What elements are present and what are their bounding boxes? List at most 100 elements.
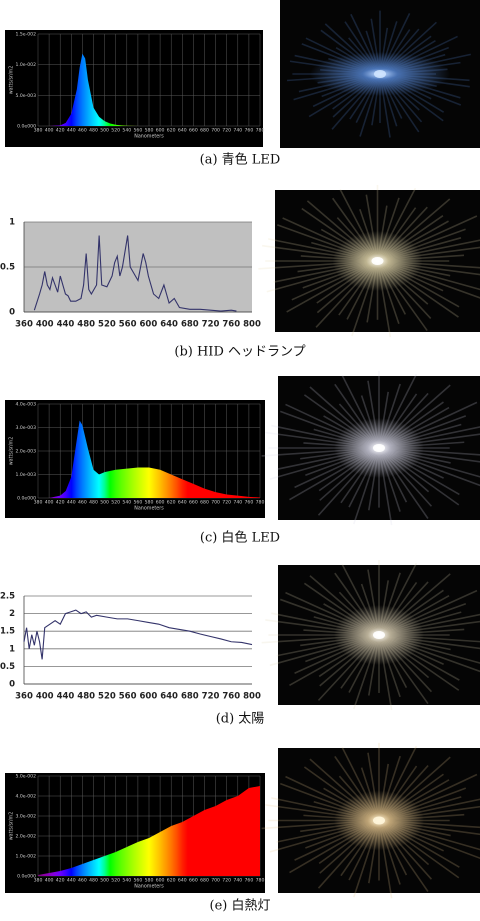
x-tick-label: 700 <box>211 878 220 884</box>
x-tick-label: 680 <box>200 128 209 134</box>
x-tick-label: 740 <box>233 128 242 134</box>
y-tick-label: 2.0e-003 <box>15 449 36 455</box>
x-tick-label: 600 <box>139 692 157 702</box>
x-axis-label: Nanometers <box>134 884 164 890</box>
chart: 0.0e0001.0e-0022.0e-0023.0e-0024.0e-0025… <box>5 773 265 893</box>
x-axis-label: Nanometers <box>134 134 164 140</box>
x-tick-label: 780 <box>256 878 265 884</box>
x-tick-label: 380 <box>34 500 43 506</box>
x-tick-label: 380 <box>34 128 43 134</box>
y-tick-label: 1.0e-002 <box>15 62 36 68</box>
x-tick-label: 600 <box>156 500 165 506</box>
x-tick-label: 520 <box>111 878 120 884</box>
x-tick-label: 560 <box>119 320 137 330</box>
x-tick-label: 480 <box>77 692 95 702</box>
x-tick-label: 680 <box>200 500 209 506</box>
x-tick-label: 420 <box>56 500 65 506</box>
y-axis-label: watts/sr/m2 <box>9 66 15 95</box>
light-core <box>373 444 385 452</box>
x-tick-label: 600 <box>156 128 165 134</box>
x-tick-label: 740 <box>233 878 242 884</box>
x-tick-label: 480 <box>89 128 98 134</box>
x-tick-label: 540 <box>122 500 131 506</box>
photo <box>262 371 480 525</box>
light-core <box>372 257 384 265</box>
chart: 00.5136040044048052056060064068072076080… <box>0 218 261 330</box>
x-tick-label: 440 <box>67 128 76 134</box>
x-tick-label: 400 <box>45 878 54 884</box>
x-tick-label: 720 <box>222 878 231 884</box>
y-tick-label: 0.5 <box>0 263 15 273</box>
x-tick-label: 440 <box>57 320 75 330</box>
y-tick-label: 1.0e-003 <box>15 472 36 478</box>
x-tick-label: 460 <box>78 128 87 134</box>
figure: 0.0e0005.0e-0031.0e-0021.5e-002380400420… <box>0 0 480 921</box>
x-tick-label: 760 <box>245 128 254 134</box>
x-tick-label: 760 <box>222 692 240 702</box>
x-tick-label: 640 <box>178 878 187 884</box>
x-tick-label: 740 <box>233 500 242 506</box>
x-tick-label: 540 <box>122 128 131 134</box>
x-tick-label: 400 <box>45 128 54 134</box>
y-axis-label: watts/sr/m2 <box>9 812 15 841</box>
light-core <box>374 70 386 78</box>
plot-area <box>24 596 252 684</box>
x-tick-label: 560 <box>134 878 143 884</box>
x-tick-label: 580 <box>145 128 154 134</box>
x-tick-label: 700 <box>211 128 220 134</box>
y-tick-label: 2.0e-002 <box>15 834 36 840</box>
y-tick-label: 3.0e-002 <box>15 814 36 820</box>
x-tick-label: 540 <box>122 878 131 884</box>
x-tick-label: 520 <box>111 500 120 506</box>
x-tick-label: 720 <box>222 500 231 506</box>
x-tick-label: 700 <box>211 500 220 506</box>
x-tick-label: 500 <box>100 500 109 506</box>
light-core <box>373 631 385 639</box>
x-tick-label: 680 <box>181 692 199 702</box>
x-tick-label: 520 <box>98 320 116 330</box>
x-tick-label: 760 <box>222 320 240 330</box>
x-tick-label: 560 <box>134 128 143 134</box>
y-tick-label: 0 <box>9 308 15 318</box>
x-tick-label: 440 <box>67 878 76 884</box>
caption: (e) 白熱灯 <box>210 898 271 914</box>
x-tick-label: 640 <box>160 320 178 330</box>
x-tick-label: 640 <box>178 500 187 506</box>
x-tick-label: 560 <box>119 692 137 702</box>
y-tick-label: 0.5 <box>0 662 15 672</box>
x-tick-label: 360 <box>15 320 33 330</box>
y-tick-label: 2.5 <box>0 592 15 602</box>
x-tick-label: 780 <box>256 500 265 506</box>
x-tick-label: 600 <box>139 320 157 330</box>
x-tick-label: 500 <box>100 128 109 134</box>
y-tick-label: 3.0e-003 <box>15 425 36 431</box>
x-tick-label: 460 <box>78 500 87 506</box>
x-tick-label: 620 <box>167 500 176 506</box>
x-tick-label: 520 <box>98 692 116 702</box>
x-tick-label: 480 <box>77 320 95 330</box>
x-tick-label: 420 <box>56 128 65 134</box>
caption: (c) 白色 LED <box>200 530 280 546</box>
chart: 00.511.522.53604004404805205606006406807… <box>0 592 261 702</box>
x-tick-label: 440 <box>67 500 76 506</box>
x-tick-label: 500 <box>100 878 109 884</box>
x-tick-label: 620 <box>167 878 176 884</box>
x-axis-label: Nanometers <box>134 506 164 512</box>
x-tick-label: 560 <box>134 500 143 506</box>
light-core <box>373 817 385 825</box>
x-tick-label: 620 <box>167 128 176 134</box>
photo <box>280 0 480 148</box>
x-tick-label: 660 <box>189 878 198 884</box>
photo <box>258 185 480 337</box>
y-tick-label: 1 <box>9 644 15 654</box>
y-tick-label: 1.0e-002 <box>15 854 36 860</box>
x-tick-label: 780 <box>256 128 265 134</box>
x-tick-label: 600 <box>156 878 165 884</box>
caption: (d) 太陽 <box>216 712 265 727</box>
caption: (b) HID ヘッドランプ <box>174 345 305 360</box>
x-tick-label: 760 <box>245 500 254 506</box>
chart: 0.0e0001.0e-0032.0e-0033.0e-0034.0e-0033… <box>5 400 265 518</box>
x-tick-label: 400 <box>36 692 54 702</box>
caption: (a) 青色 LED <box>200 152 281 168</box>
y-axis-label: watts/sr/m2 <box>9 437 15 466</box>
